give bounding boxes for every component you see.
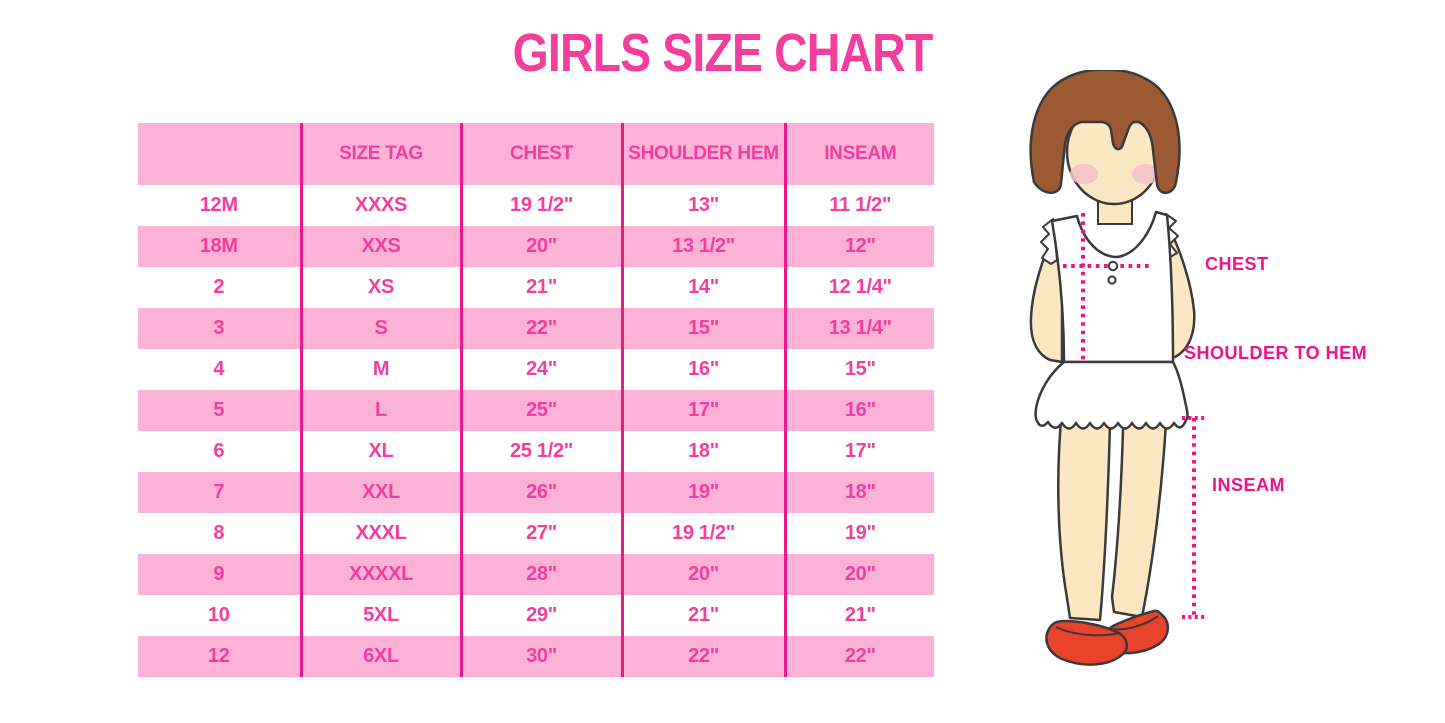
girl-top-button-1: [1107, 260, 1119, 272]
table-row: 5 L 25" 17" 16": [138, 390, 934, 431]
table-row: 18M XXS 20" 13 1/2" 12": [138, 226, 934, 267]
table-cell: 21": [459, 267, 622, 308]
measurement-figure: CHEST SHOULDER TO HEM INSEAM: [1020, 70, 1445, 670]
table-cell: 18M: [138, 226, 301, 267]
table-cell: 10: [138, 595, 301, 636]
table-cell: 24": [459, 349, 622, 390]
table-cell: 13": [620, 185, 785, 226]
inseam-label: INSEAM: [1212, 475, 1286, 495]
table-cell: 28": [459, 554, 622, 595]
girl-right-blush: [1132, 164, 1160, 184]
table-cell: 18": [783, 472, 934, 513]
table-cell: 3: [138, 308, 301, 349]
table-cell: 6: [138, 431, 301, 472]
table-cell: 4: [138, 349, 301, 390]
table-cell: 29": [459, 595, 622, 636]
table-cell: 20": [459, 226, 622, 267]
table-row: 9 XXXXL 28" 20" 20": [138, 554, 934, 595]
table-cell: 19 1/2": [459, 185, 622, 226]
table-row: 6 XL 25 1/2" 18" 17": [138, 431, 934, 472]
table-cell: 22": [783, 636, 934, 677]
girl-left-blush: [1070, 164, 1098, 184]
table-cell: 11 1/2": [783, 185, 934, 226]
shoulder-to-hem-label: SHOULDER TO HEM: [1184, 343, 1368, 363]
table-cell: 20": [783, 554, 934, 595]
table-row: 8 XXXL 27" 19 1/2" 19": [138, 513, 934, 554]
girl-illustration: [1029, 70, 1207, 666]
table-cell: 15": [783, 349, 934, 390]
table-cell: 20": [620, 554, 785, 595]
table-cell: 18": [620, 431, 785, 472]
table-cell: 12M: [138, 185, 301, 226]
table-row: 4 M 24" 16" 15": [138, 349, 934, 390]
table-cell: 17": [620, 390, 785, 431]
table-cell: XXS: [299, 226, 461, 267]
table-cell: 25 1/2": [459, 431, 622, 472]
table-cell: L: [299, 390, 461, 431]
table-cell: XXXXL: [299, 554, 461, 595]
table-cell: 14": [620, 267, 785, 308]
table-cell: 21": [783, 595, 934, 636]
table-cell: 21": [620, 595, 785, 636]
table-cell: 22": [459, 308, 622, 349]
table-cell: 13 1/4": [783, 308, 934, 349]
table-cell: 2: [138, 267, 301, 308]
table-cell: 12 1/4": [783, 267, 934, 308]
table-cell: 30": [459, 636, 622, 677]
table-cell: 8: [138, 513, 301, 554]
table-cell: 16": [620, 349, 785, 390]
table-row: 7 XXL 26" 19" 18": [138, 472, 934, 513]
column-header-inseam: INSEAM: [783, 123, 934, 185]
table-row: 12 6XL 30" 22" 22": [138, 636, 934, 677]
girl-skirt: [1034, 360, 1189, 430]
table-cell: 9: [138, 554, 301, 595]
table-cell: 19": [783, 513, 934, 554]
table-cell: 27": [459, 513, 622, 554]
girl-top-button-2: [1107, 275, 1117, 285]
table-cell: 17": [783, 431, 934, 472]
page-title: GIRLS SIZE CHART: [512, 23, 934, 83]
table-cell: 6XL: [299, 636, 461, 677]
girl-right-shoe-strap: [1110, 615, 1159, 631]
table-cell: M: [299, 349, 461, 390]
girl-right-leg: [1110, 408, 1168, 619]
table-cell: 5XL: [299, 595, 461, 636]
column-header-blank: [138, 123, 301, 185]
table-cell: 5: [138, 390, 301, 431]
column-header-shoulder-hem: SHOULDER HEM: [620, 123, 785, 185]
table-cell: 26": [459, 472, 622, 513]
table-cell: XL: [299, 431, 461, 472]
size-chart-table: SIZE TAG CHEST SHOULDER HEM INSEAM 12M X…: [138, 123, 934, 677]
table-row: 12M XXXS 19 1/2" 13" 11 1/2": [138, 185, 934, 226]
column-header-size-tag: SIZE TAG: [299, 123, 461, 185]
table-cell: 13 1/2": [620, 226, 785, 267]
table-cell: S: [299, 308, 461, 349]
table-cell: 7: [138, 472, 301, 513]
table-cell: XXXS: [299, 185, 461, 226]
column-header-chest: CHEST: [459, 123, 622, 185]
table-cell: 12": [783, 226, 934, 267]
table-cell: 19 1/2": [620, 513, 785, 554]
table-cell: 25": [459, 390, 622, 431]
table-cell: 16": [783, 390, 934, 431]
header-row: SIZE TAG CHEST SHOULDER HEM INSEAM: [138, 123, 934, 185]
girl-left-shoe-strap: [1055, 626, 1120, 637]
table-cell: 15": [620, 308, 785, 349]
girl-top: [1050, 210, 1175, 364]
girl-hair: [1029, 70, 1181, 194]
table-cell: XS: [299, 267, 461, 308]
table-row: 3 S 22" 15" 13 1/4": [138, 308, 934, 349]
table-cell: XXXL: [299, 513, 461, 554]
table-cell: 19": [620, 472, 785, 513]
table-cell: 12: [138, 636, 301, 677]
table-row: 2 XS 21" 14" 12 1/4": [138, 267, 934, 308]
table-cell: 22": [620, 636, 785, 677]
table-cell: XXL: [299, 472, 461, 513]
girl-left-leg: [1057, 408, 1112, 622]
table-row: 10 5XL 29" 21" 21": [138, 595, 934, 636]
chest-label: CHEST: [1205, 254, 1269, 274]
